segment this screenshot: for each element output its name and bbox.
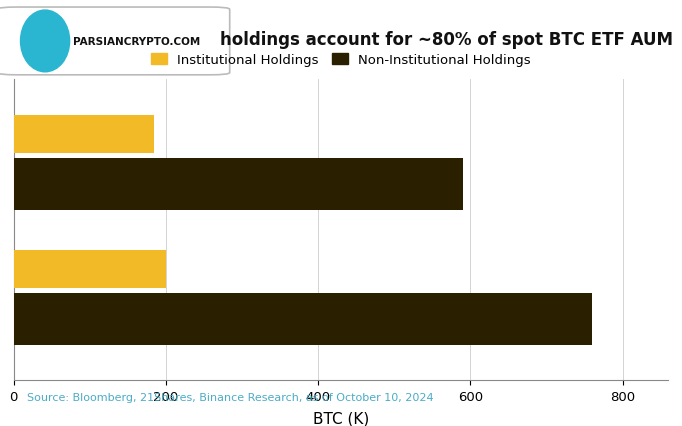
Text: holdings account for ~80% of spot BTC ETF AUM: holdings account for ~80% of spot BTC ET… [220, 32, 673, 49]
Legend: Institutional Holdings, Non-Institutional Holdings: Institutional Holdings, Non-Institutiona… [147, 50, 535, 71]
Bar [14, 116, 155, 153]
Bar [14, 250, 166, 288]
Bar [14, 159, 463, 210]
Text: Source: Bloomberg, 21Shares, Binance Research, as of October 10, 2024: Source: Bloomberg, 21Shares, Binance Res… [27, 391, 433, 402]
Text: PARSIANCRYPTO.COM: PARSIANCRYPTO.COM [72, 37, 200, 47]
X-axis label: BTC (K): BTC (K) [313, 411, 369, 426]
Bar [14, 294, 592, 345]
FancyBboxPatch shape [0, 8, 230, 76]
Ellipse shape [20, 11, 70, 73]
